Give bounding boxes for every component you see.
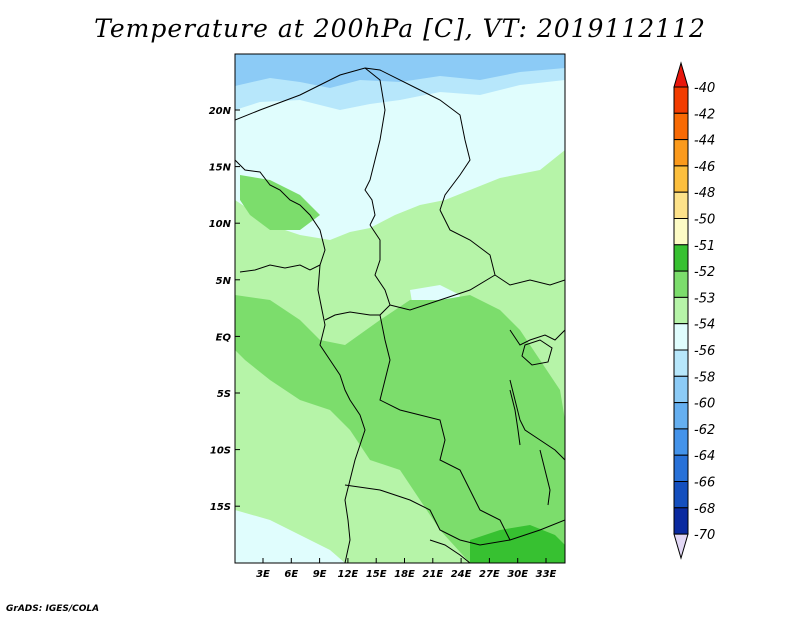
colorbar-label: -70 [694, 528, 715, 543]
colorbar-segment [673, 165, 689, 193]
colorbar-label: -64 [694, 449, 715, 464]
border-south-2 [429, 539, 471, 563]
lat-tick-label: 10N [209, 219, 232, 230]
border-central-3 [389, 274, 496, 311]
colorbar-top-arrow [673, 61, 689, 88]
colorbar-segment [673, 218, 689, 246]
colorbar-segment [673, 402, 689, 430]
lon-tick-label: 12E [338, 569, 359, 580]
field-layer [235, 54, 565, 563]
border-congo-1 [379, 314, 511, 541]
colorbar-label: -40 [694, 81, 715, 96]
lon-tick-label: 21E [422, 569, 443, 580]
field-patch-pale-cyan-south [235, 510, 345, 563]
colorbar-label: -54 [694, 318, 715, 333]
lon-tick-label: 24E [451, 569, 472, 580]
border-east-2 [509, 379, 565, 461]
lon-tick-label: 15E [366, 569, 387, 580]
colorbar: -40 -42 -44 -46 -48 -50 -51 -52 -53 -54 -56 -58 -60 -… [673, 61, 715, 560]
colorbar-label: -53 [694, 291, 715, 306]
lake-victoria [521, 339, 553, 366]
lon-tick-label: 33E [536, 569, 557, 580]
lon-axis: 3E 6E 9E 12E 15E 18E 21E 24E 27E 30E 33E [256, 558, 557, 580]
border-south-1 [344, 484, 565, 546]
lon-tick-label: 9E [313, 569, 327, 580]
colorbar-label: -68 [694, 502, 715, 517]
lon-tick-label: 27E [479, 569, 500, 580]
lat-axis: 20N 15N 10N 5N EQ 5S 10S 15S [209, 106, 240, 513]
colorbar-label: -56 [694, 344, 715, 359]
colorbar-label: -50 [694, 213, 715, 228]
lat-tick-label: 5N [216, 276, 232, 287]
colorbar-label: -51 [694, 239, 715, 254]
colorbar-label: -52 [694, 265, 715, 280]
colorbar-segment [673, 454, 689, 483]
colorbar-segment [673, 323, 689, 351]
colorbar-label: -42 [694, 107, 715, 122]
border-sahara-2 [364, 67, 386, 226]
colorbar-label: -58 [694, 370, 715, 385]
chart-title: Temperature at 200hPa [C], VT: 201911211… [94, 14, 706, 43]
colorbar-label: -46 [694, 160, 715, 175]
field-band-blue [235, 54, 565, 88]
coastline-west-africa [235, 159, 326, 273]
lat-tick-label: EQ [216, 332, 232, 343]
lon-tick-label: 18E [394, 569, 415, 580]
colorbar-label: -66 [694, 476, 715, 491]
field-patch-dark-green [470, 525, 565, 563]
lon-tick-label: 6E [284, 569, 298, 580]
colorbar-segment [673, 507, 689, 535]
lat-tick-label: 5S [217, 389, 231, 400]
lon-tick-label: 3E [256, 569, 270, 580]
lat-tick-label: 10S [210, 446, 231, 457]
colorbar-label: -44 [694, 134, 715, 149]
colorbar-segment [673, 86, 689, 114]
coastline-gulf [317, 264, 366, 563]
grads-credit: GrADS: IGES/COLA [6, 604, 100, 614]
colorbar-segment [673, 270, 689, 298]
lat-tick-label: 20N [209, 106, 232, 117]
border-east-1 [509, 329, 565, 346]
lake-malawi [539, 449, 551, 506]
colorbar-segment [673, 296, 689, 325]
colorbar-segment [673, 428, 689, 456]
colorbar-segment [673, 349, 689, 377]
plot-frame [234, 53, 566, 564]
colorbar-segment [673, 481, 689, 509]
border-sahara-1 [235, 67, 471, 211]
colorbar-label: -60 [694, 397, 715, 412]
lat-tick-label: 15N [209, 163, 232, 174]
colorbar-segment [673, 139, 689, 167]
colorbar-label: -62 [694, 423, 715, 438]
lon-tick-label: 30E [507, 569, 528, 580]
colorbar-segment [673, 112, 689, 141]
lake-tanganyika [509, 389, 521, 446]
colorbar-bottom-arrow [673, 533, 689, 560]
colorbar-segment [673, 244, 689, 272]
colorbar-segment [673, 375, 689, 404]
colorbar-label: -48 [694, 186, 715, 201]
colorbar-segment [673, 191, 689, 219]
borders-layer [235, 67, 565, 563]
lat-tick-label: 15S [210, 502, 231, 513]
field-patch-mid-green-north [240, 175, 320, 230]
field-region-mid-green [235, 295, 565, 563]
